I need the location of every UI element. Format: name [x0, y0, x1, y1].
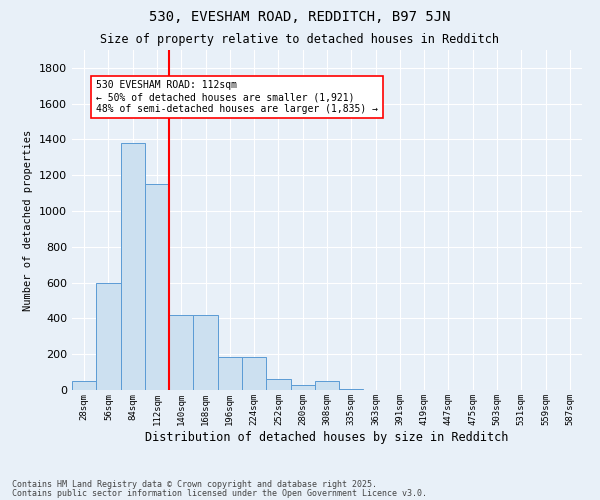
Bar [242, 357, 266, 390]
Bar [266, 380, 290, 390]
Text: Contains public sector information licensed under the Open Government Licence v3: Contains public sector information licen… [12, 488, 427, 498]
Text: 530, EVESHAM ROAD, REDDITCH, B97 5JN: 530, EVESHAM ROAD, REDDITCH, B97 5JN [149, 10, 451, 24]
Bar [193, 315, 218, 390]
Bar [218, 357, 242, 390]
Bar [72, 381, 96, 390]
Bar [96, 282, 121, 390]
Text: Contains HM Land Registry data © Crown copyright and database right 2025.: Contains HM Land Registry data © Crown c… [12, 480, 377, 489]
Text: 530 EVESHAM ROAD: 112sqm
← 50% of detached houses are smaller (1,921)
48% of sem: 530 EVESHAM ROAD: 112sqm ← 50% of detach… [96, 80, 378, 114]
Y-axis label: Number of detached properties: Number of detached properties [23, 130, 34, 310]
Bar [169, 315, 193, 390]
Bar [290, 384, 315, 390]
Text: Size of property relative to detached houses in Redditch: Size of property relative to detached ho… [101, 32, 499, 46]
Bar [121, 143, 145, 390]
Bar [339, 389, 364, 390]
Bar [145, 184, 169, 390]
Bar [315, 381, 339, 390]
X-axis label: Distribution of detached houses by size in Redditch: Distribution of detached houses by size … [145, 430, 509, 444]
